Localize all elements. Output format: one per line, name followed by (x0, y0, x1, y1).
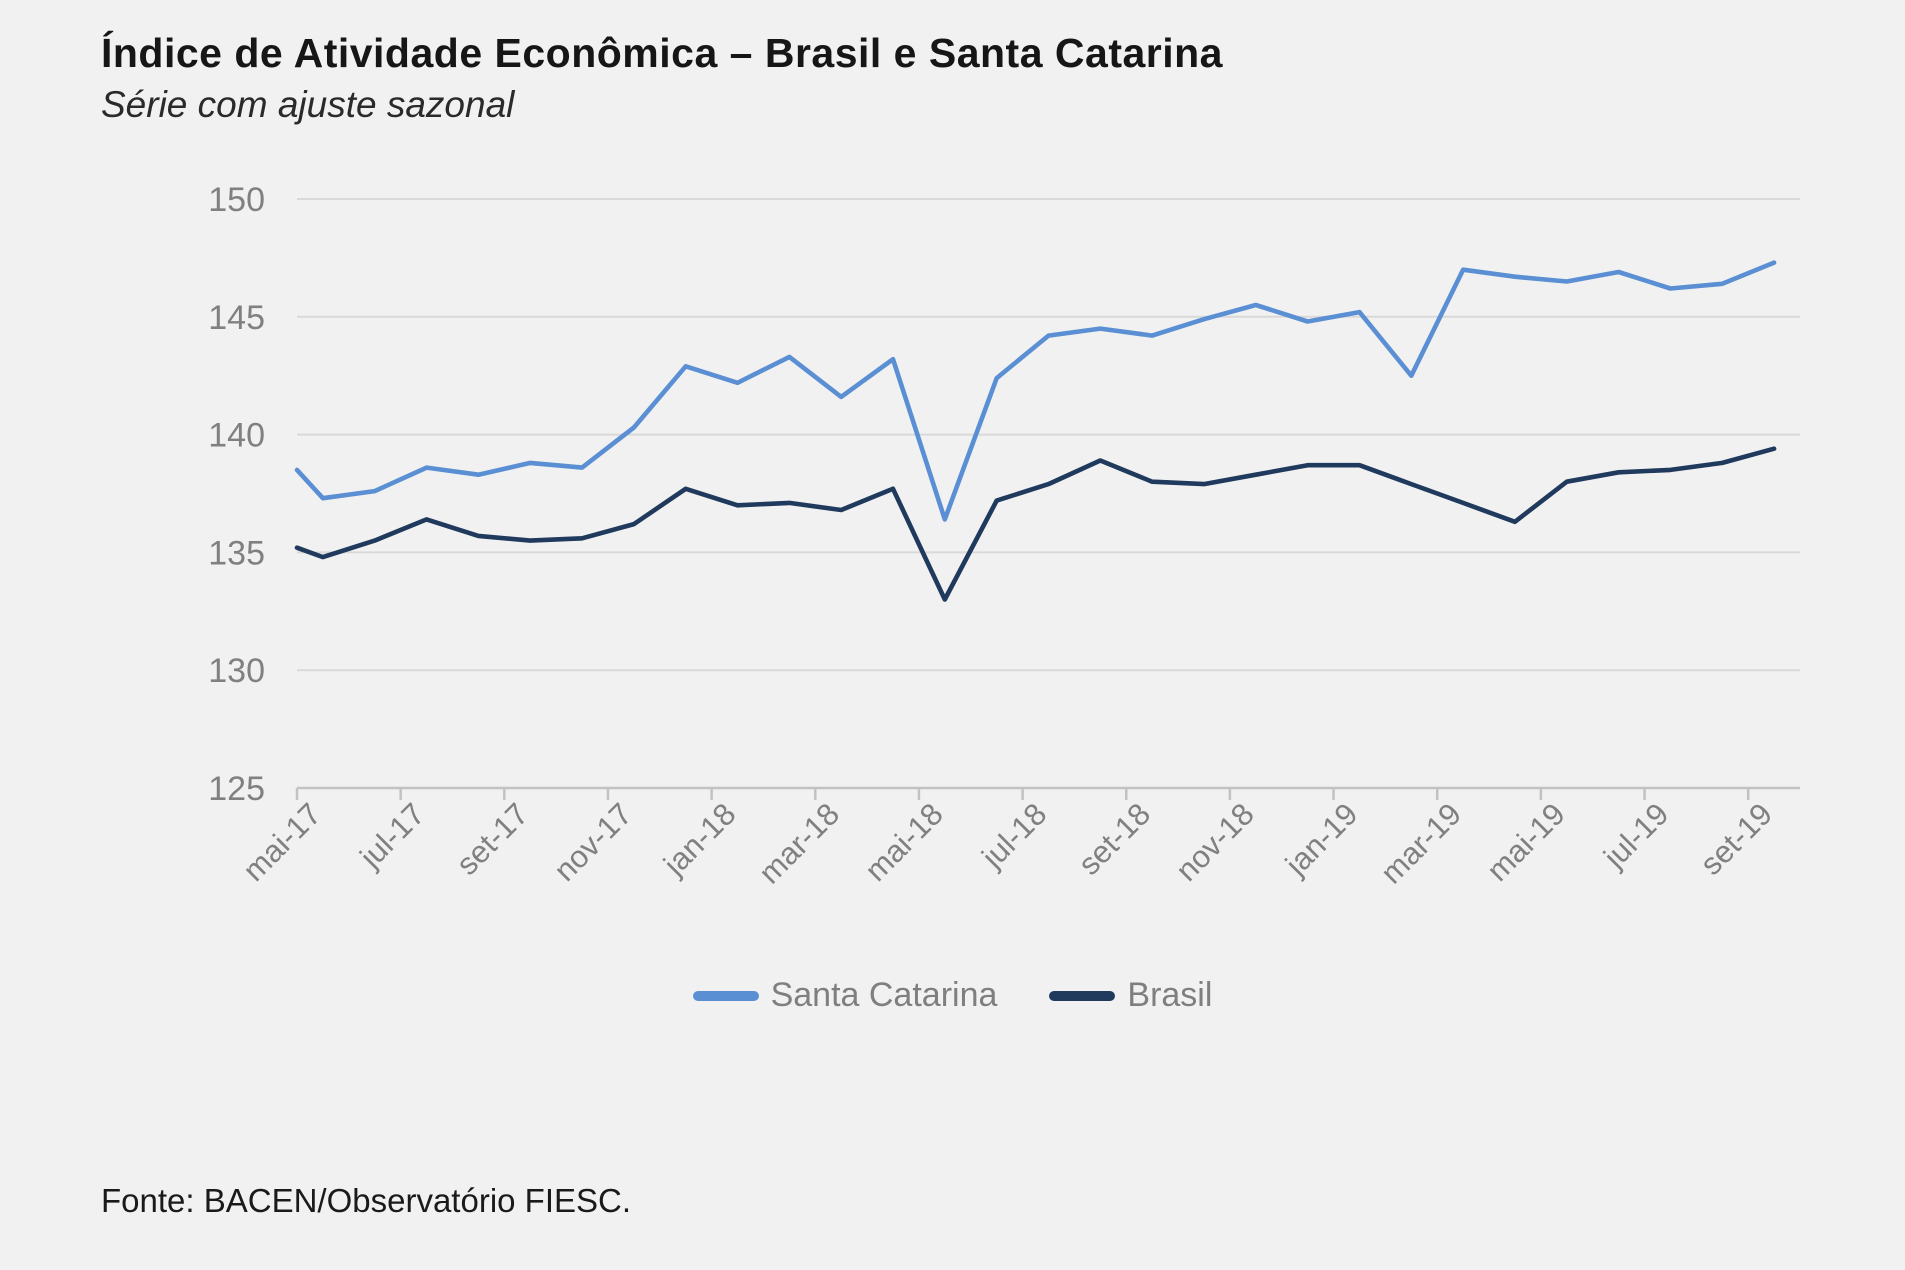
x-axis-label: jul-19 (1596, 796, 1675, 875)
chart-subtitle: Série com ajuste sazonal (101, 84, 515, 125)
y-axis-label: 125 (208, 770, 265, 808)
source-note: Fonte: BACEN/Observatório FIESC. (101, 1182, 632, 1219)
x-axis-label: nov-17 (547, 796, 639, 888)
x-axis-label: set-18 (1071, 796, 1157, 882)
series-line-santa-catarina (294, 260, 1777, 522)
y-axis-label: 145 (208, 299, 265, 337)
legend-swatch-santa-catarina (692, 990, 759, 1001)
x-axis-label: jul-17 (352, 796, 431, 875)
x-axis-label: mai-17 (236, 796, 328, 888)
x-axis-label: set-19 (1693, 796, 1779, 882)
x-axis-label: mai-19 (1480, 796, 1572, 888)
legend-label: Brasil (1127, 976, 1213, 1014)
x-axis-label: jul-18 (974, 796, 1053, 875)
y-axis-label: 140 (208, 417, 265, 455)
legend-swatch-brasil (1049, 990, 1116, 1001)
x-axis-label: jan-19 (1278, 796, 1364, 882)
legend-label: Santa Catarina (770, 976, 998, 1014)
chart-title: Índice de Atividade Econômica – Brasil e… (101, 30, 1223, 76)
x-axis-label: set-17 (449, 796, 535, 882)
legend: Santa Catarina Brasil (0, 976, 1905, 1015)
y-axis-label: 130 (208, 652, 265, 690)
x-axis-label: nov-18 (1169, 796, 1261, 888)
legend-item-brasil: Brasil (1049, 976, 1212, 1015)
y-axis-label: 150 (208, 181, 265, 219)
y-axis-label: 135 (208, 534, 265, 572)
x-axis-label: jan-18 (656, 796, 742, 882)
legend-item-santa-catarina: Santa Catarina (692, 976, 998, 1015)
series-line-brasil (294, 446, 1777, 602)
x-axis-label: mar-18 (752, 796, 846, 890)
x-axis-label: mar-19 (1374, 796, 1468, 890)
x-axis-label: mai-18 (858, 796, 950, 888)
